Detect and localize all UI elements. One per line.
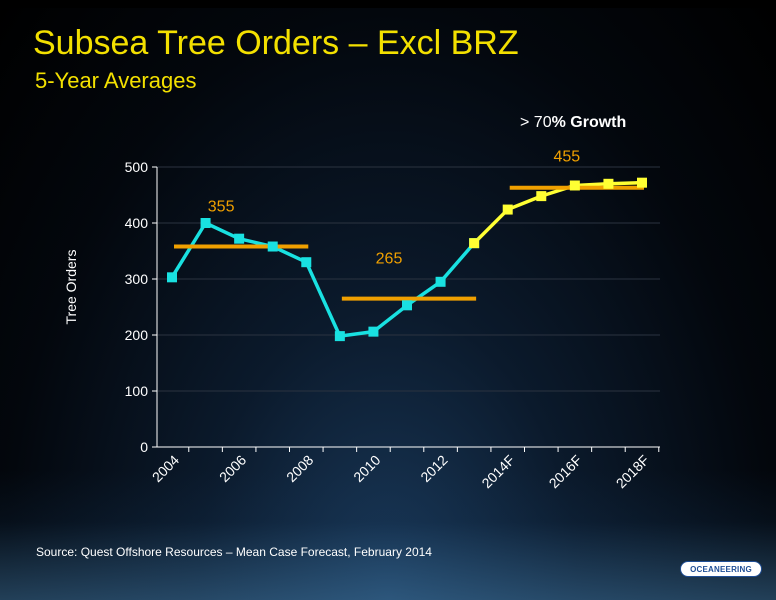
data-point-marker [301, 257, 312, 268]
x-tick-label: 2016F [546, 452, 585, 491]
y-tick-label: 0 [140, 439, 148, 455]
y-axis-label: Tree Orders [63, 250, 79, 325]
underwater-glow [0, 470, 776, 600]
x-tick-label: 2012 [417, 452, 450, 485]
y-tick-label: 200 [125, 327, 149, 343]
data-point-marker [637, 177, 647, 188]
data-point-marker [536, 191, 547, 202]
x-tick-label: 2014F [478, 452, 517, 491]
average-label: 355 [208, 199, 235, 216]
logo-text: OCEANEERING [690, 564, 752, 574]
data-point-marker [502, 204, 513, 215]
slide-background [0, 8, 776, 600]
x-tick-label: 2018F [613, 452, 652, 491]
data-point-marker [200, 218, 211, 228]
y-tick-label: 400 [125, 215, 149, 231]
data-point-marker [402, 300, 412, 311]
growth-callout: > 70% Growth [520, 114, 626, 132]
data-point-marker [368, 326, 379, 337]
data-point-marker [603, 178, 614, 189]
series-line-2 [472, 180, 643, 245]
oceaneering-logo: OCEANEERING [680, 561, 762, 577]
data-point-marker [234, 233, 245, 244]
source-note: Source: Quest Offshore Resources – Mean … [36, 545, 432, 559]
x-tick-label: 2008 [283, 452, 316, 485]
growth-bold: % Growth [551, 114, 627, 131]
slide-subtitle: 5-Year Averages [35, 68, 197, 93]
y-tick-label: 500 [125, 159, 149, 175]
data-point-marker [167, 272, 177, 283]
data-point-marker [267, 241, 278, 252]
series-line-1 [170, 221, 476, 338]
x-tick-label: 2004 [149, 452, 182, 485]
x-tick-label: 2006 [216, 452, 249, 485]
growth-prefix: > 70 [520, 114, 552, 131]
data-point-marker [569, 180, 580, 191]
data-point-marker [334, 331, 345, 342]
x-tick-label: 2010 [350, 452, 383, 485]
average-label: 265 [376, 251, 403, 268]
slide-title: Subsea Tree Orders – Excl BRZ [33, 24, 519, 62]
y-tick-label: 100 [125, 383, 149, 399]
data-point-marker [469, 238, 480, 249]
y-tick-label: 300 [125, 271, 149, 287]
data-point-marker [435, 276, 446, 287]
average-label: 455 [554, 149, 581, 166]
